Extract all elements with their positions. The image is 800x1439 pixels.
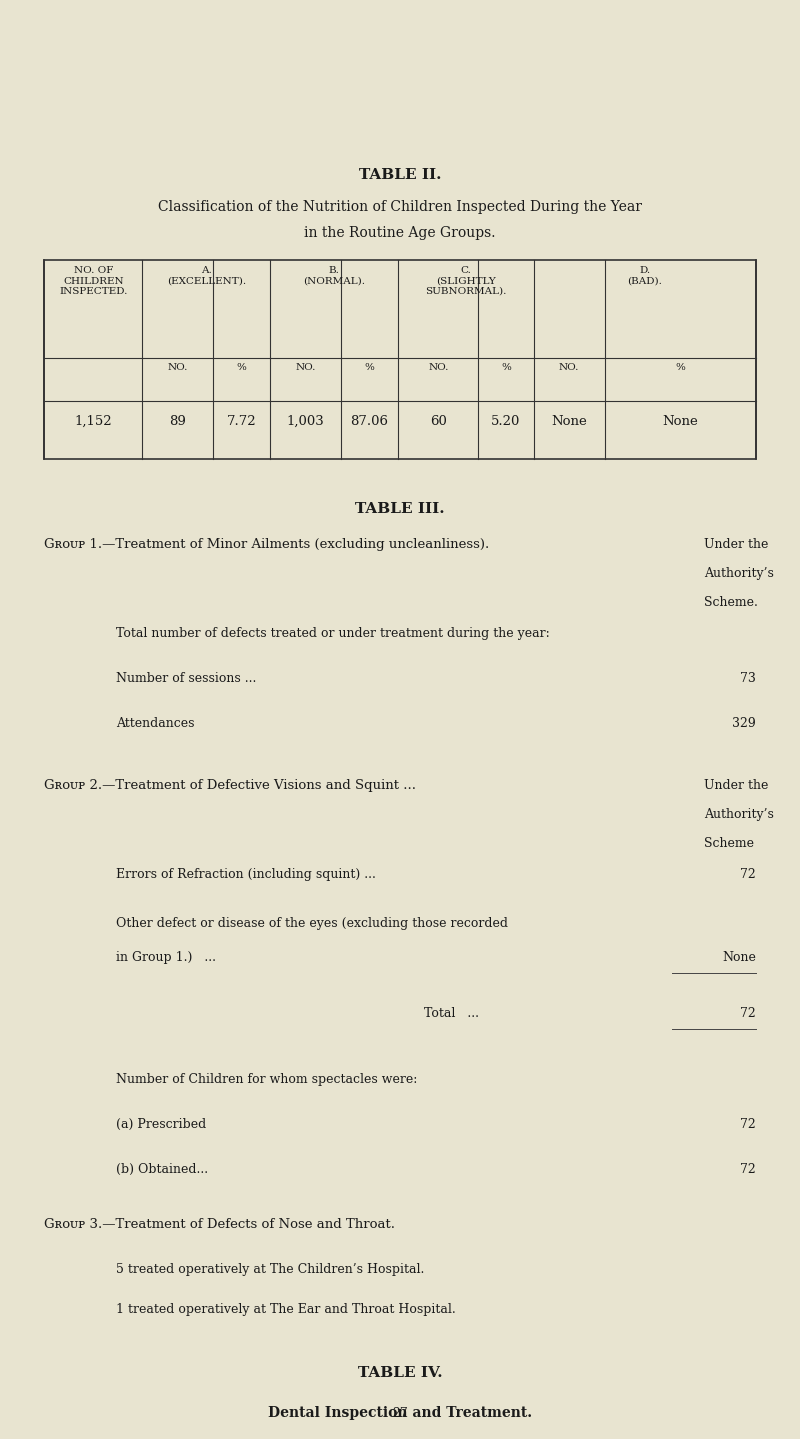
Text: 27: 27 [392,1407,408,1420]
Text: 72: 72 [740,1163,756,1176]
Text: %: % [365,363,374,371]
Text: TABLE III.: TABLE III. [355,502,445,517]
Text: in the Routine Age Groups.: in the Routine Age Groups. [304,226,496,240]
Text: NO. OF
CHILDREN
INSPECTED.: NO. OF CHILDREN INSPECTED. [59,266,127,296]
Text: %: % [675,363,686,371]
Text: Gʀᴏᴜᴘ 3.—Treatment of Defects of Nose and Throat.: Gʀᴏᴜᴘ 3.—Treatment of Defects of Nose an… [44,1219,395,1232]
Text: Gʀᴏᴜᴘ 2.—Treatment of Defective Visions and Squint ...: Gʀᴏᴜᴘ 2.—Treatment of Defective Visions … [44,778,416,791]
Text: NO.: NO. [428,363,449,371]
Text: 1 treated operatively at The Ear and Throat Hospital.: 1 treated operatively at The Ear and Thr… [116,1304,456,1317]
Text: 73: 73 [740,672,756,685]
Text: 72: 72 [740,868,756,881]
Text: Dental Inspection and Treatment.: Dental Inspection and Treatment. [268,1406,532,1420]
Text: Scheme.: Scheme. [704,596,758,609]
Text: Total   ...: Total ... [424,1007,479,1020]
Text: TABLE II.: TABLE II. [358,168,442,183]
Text: 5 treated operatively at The Children’s Hospital.: 5 treated operatively at The Children’s … [116,1263,424,1276]
Text: Under the: Under the [704,538,768,551]
Text: NO.: NO. [559,363,579,371]
Text: Total number of defects treated or under treatment during the year:: Total number of defects treated or under… [116,627,550,640]
Text: A.
(EXCELLENT).: A. (EXCELLENT). [167,266,246,285]
Text: in Group 1.)   ...: in Group 1.) ... [116,951,216,964]
Text: None: None [551,414,587,429]
Text: 87.06: 87.06 [350,414,389,429]
Text: 329: 329 [732,717,756,730]
Text: Authority’s: Authority’s [704,809,774,822]
Text: None: None [662,414,698,429]
Text: %: % [501,363,511,371]
Text: 1,152: 1,152 [74,414,112,429]
Text: Other defect or disease of the eyes (excluding those recorded: Other defect or disease of the eyes (exc… [116,918,508,931]
Text: C.
(SLIGHTLY
SUBNORMAL).: C. (SLIGHTLY SUBNORMAL). [426,266,506,296]
Text: (a) Prescribed: (a) Prescribed [116,1118,206,1131]
Text: Gʀᴏᴜᴘ 1.—Treatment of Minor Ailments (excluding uncleanliness).: Gʀᴏᴜᴘ 1.—Treatment of Minor Ailments (ex… [44,538,490,551]
Text: 72: 72 [740,1118,756,1131]
Text: (b) Obtained...: (b) Obtained... [116,1163,208,1176]
Text: None: None [722,951,756,964]
Text: Number of Children for whom spectacles were:: Number of Children for whom spectacles w… [116,1073,418,1086]
Text: 7.72: 7.72 [226,414,257,429]
Text: NO.: NO. [167,363,188,371]
Text: Number of sessions ...: Number of sessions ... [116,672,256,685]
Text: Scheme: Scheme [704,837,754,850]
Text: %: % [237,363,246,371]
Text: Classification of the Nutrition of Children Inspected During the Year: Classification of the Nutrition of Child… [158,200,642,214]
Text: NO.: NO. [295,363,316,371]
Text: 72: 72 [740,1007,756,1020]
Text: 60: 60 [430,414,447,429]
Text: Under the: Under the [704,778,768,791]
Text: Authority’s: Authority’s [704,567,774,580]
Text: 89: 89 [169,414,186,429]
Text: Attendances: Attendances [116,717,194,730]
Text: Errors of Refraction (including squint) ...: Errors of Refraction (including squint) … [116,868,376,881]
Text: 5.20: 5.20 [491,414,521,429]
Text: 1,003: 1,003 [286,414,325,429]
Text: D.
(BAD).: D. (BAD). [627,266,662,285]
Text: TABLE IV.: TABLE IV. [358,1366,442,1380]
Text: B.
(NORMAL).: B. (NORMAL). [303,266,366,285]
